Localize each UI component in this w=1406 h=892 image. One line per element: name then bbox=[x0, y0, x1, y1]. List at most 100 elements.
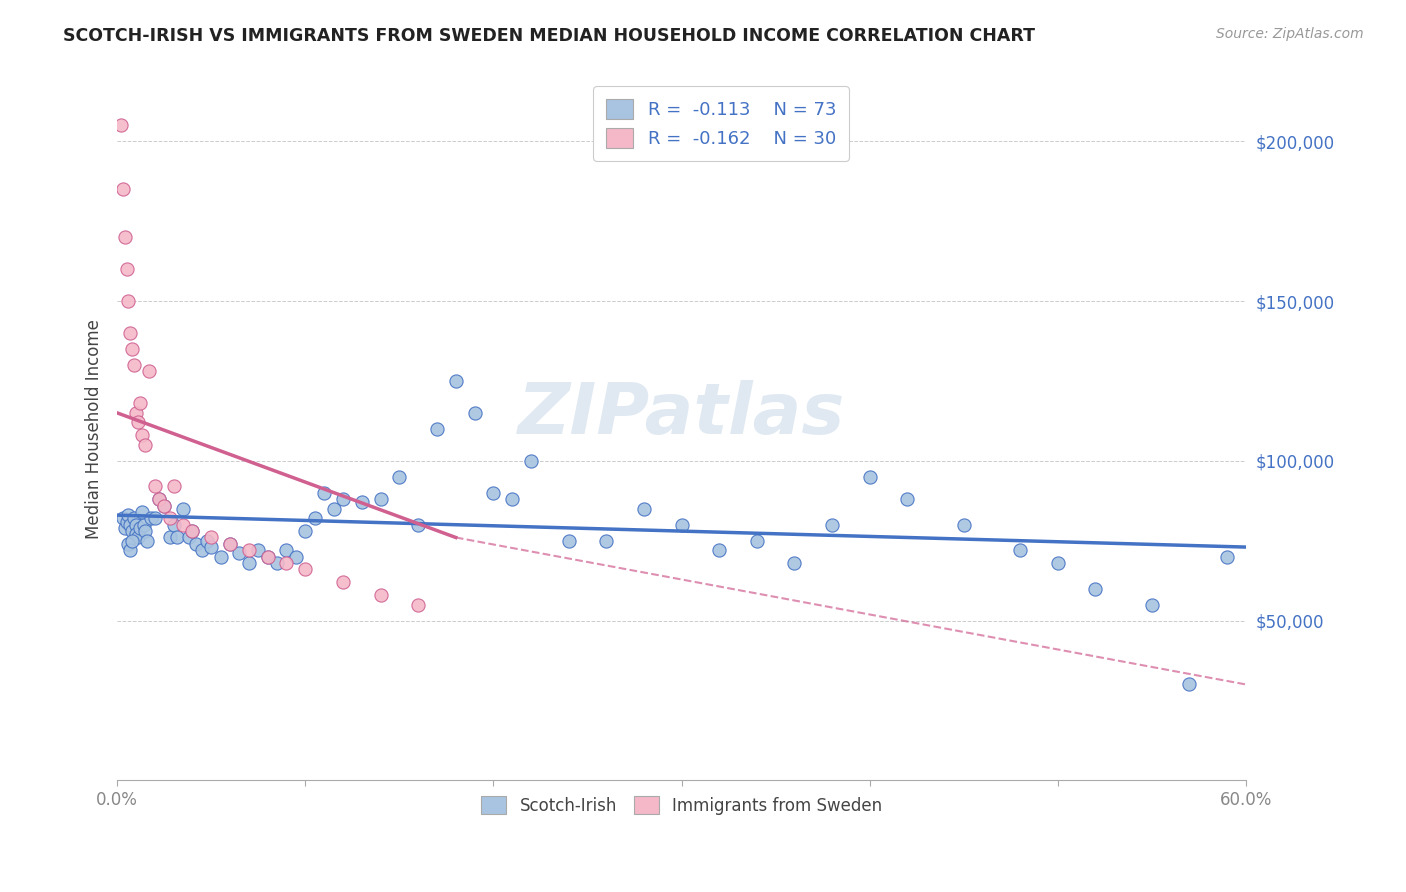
Point bbox=[127, 416, 149, 430]
Point bbox=[200, 531, 222, 545]
Point bbox=[671, 517, 693, 532]
Point bbox=[121, 342, 143, 356]
Point bbox=[276, 556, 298, 570]
Point bbox=[114, 230, 136, 244]
Point bbox=[322, 501, 344, 516]
Point bbox=[444, 374, 467, 388]
Point bbox=[117, 537, 139, 551]
Point bbox=[120, 517, 142, 532]
Point bbox=[200, 540, 222, 554]
Point bbox=[197, 533, 219, 548]
Point bbox=[162, 517, 184, 532]
Point bbox=[172, 501, 194, 516]
Point bbox=[125, 517, 148, 532]
Point bbox=[228, 546, 250, 560]
Point bbox=[294, 524, 316, 538]
Point bbox=[304, 511, 326, 525]
Point bbox=[896, 492, 918, 507]
Text: SCOTCH-IRISH VS IMMIGRANTS FROM SWEDEN MEDIAN HOUSEHOLD INCOME CORRELATION CHART: SCOTCH-IRISH VS IMMIGRANTS FROM SWEDEN M… bbox=[63, 27, 1035, 45]
Point bbox=[166, 531, 188, 545]
Point bbox=[132, 517, 155, 532]
Point bbox=[139, 511, 162, 525]
Point bbox=[172, 517, 194, 532]
Point bbox=[256, 549, 278, 564]
Point bbox=[120, 543, 142, 558]
Point bbox=[859, 470, 882, 484]
Point bbox=[595, 533, 617, 548]
Point bbox=[121, 524, 143, 538]
Point bbox=[127, 531, 149, 545]
Point bbox=[153, 499, 176, 513]
Point bbox=[557, 533, 579, 548]
Point bbox=[783, 556, 806, 570]
Point bbox=[181, 524, 204, 538]
Point bbox=[388, 470, 411, 484]
Point bbox=[117, 294, 139, 309]
Point bbox=[125, 527, 148, 541]
Point bbox=[219, 537, 242, 551]
Point bbox=[1084, 582, 1107, 596]
Point bbox=[128, 521, 150, 535]
Point bbox=[117, 508, 139, 523]
Point bbox=[370, 588, 392, 602]
Text: Source: ZipAtlas.com: Source: ZipAtlas.com bbox=[1216, 27, 1364, 41]
Point bbox=[111, 511, 134, 525]
Point bbox=[426, 422, 449, 436]
Point bbox=[186, 537, 208, 551]
Point bbox=[148, 492, 170, 507]
Point bbox=[238, 556, 260, 570]
Point bbox=[143, 511, 166, 525]
Point bbox=[110, 119, 132, 133]
Point bbox=[120, 326, 142, 340]
Point bbox=[115, 262, 138, 277]
Point bbox=[332, 492, 354, 507]
Point bbox=[131, 505, 153, 519]
Point bbox=[1010, 543, 1032, 558]
Point bbox=[131, 428, 153, 442]
Point bbox=[247, 543, 270, 558]
Point bbox=[709, 543, 731, 558]
Point bbox=[1046, 556, 1069, 570]
Point bbox=[162, 479, 184, 493]
Point bbox=[136, 533, 159, 548]
Point bbox=[332, 575, 354, 590]
Point bbox=[238, 543, 260, 558]
Point bbox=[111, 182, 134, 196]
Point bbox=[219, 537, 242, 551]
Point bbox=[952, 517, 974, 532]
Point bbox=[143, 479, 166, 493]
Y-axis label: Median Household Income: Median Household Income bbox=[86, 319, 103, 539]
Point bbox=[821, 517, 844, 532]
Point bbox=[191, 543, 214, 558]
Point bbox=[350, 495, 373, 509]
Point bbox=[114, 521, 136, 535]
Point bbox=[370, 492, 392, 507]
Point bbox=[177, 531, 200, 545]
Point bbox=[294, 562, 316, 576]
Point bbox=[633, 501, 655, 516]
Point bbox=[406, 598, 429, 612]
Point bbox=[121, 533, 143, 548]
Point bbox=[745, 533, 768, 548]
Point bbox=[134, 524, 156, 538]
Point bbox=[266, 556, 288, 570]
Point bbox=[122, 511, 145, 525]
Point bbox=[406, 517, 429, 532]
Point bbox=[209, 549, 232, 564]
Point bbox=[122, 358, 145, 372]
Point bbox=[284, 549, 307, 564]
Point bbox=[138, 364, 160, 378]
Point bbox=[181, 524, 204, 538]
Point bbox=[159, 511, 181, 525]
Point bbox=[482, 485, 505, 500]
Point bbox=[314, 485, 336, 500]
Legend: Scotch-Irish, Immigrants from Sweden: Scotch-Irish, Immigrants from Sweden bbox=[471, 786, 891, 825]
Point bbox=[148, 492, 170, 507]
Point bbox=[159, 531, 181, 545]
Point bbox=[1178, 677, 1201, 691]
Point bbox=[125, 406, 148, 420]
Point bbox=[128, 396, 150, 410]
Point bbox=[153, 499, 176, 513]
Point bbox=[501, 492, 523, 507]
Point bbox=[134, 438, 156, 452]
